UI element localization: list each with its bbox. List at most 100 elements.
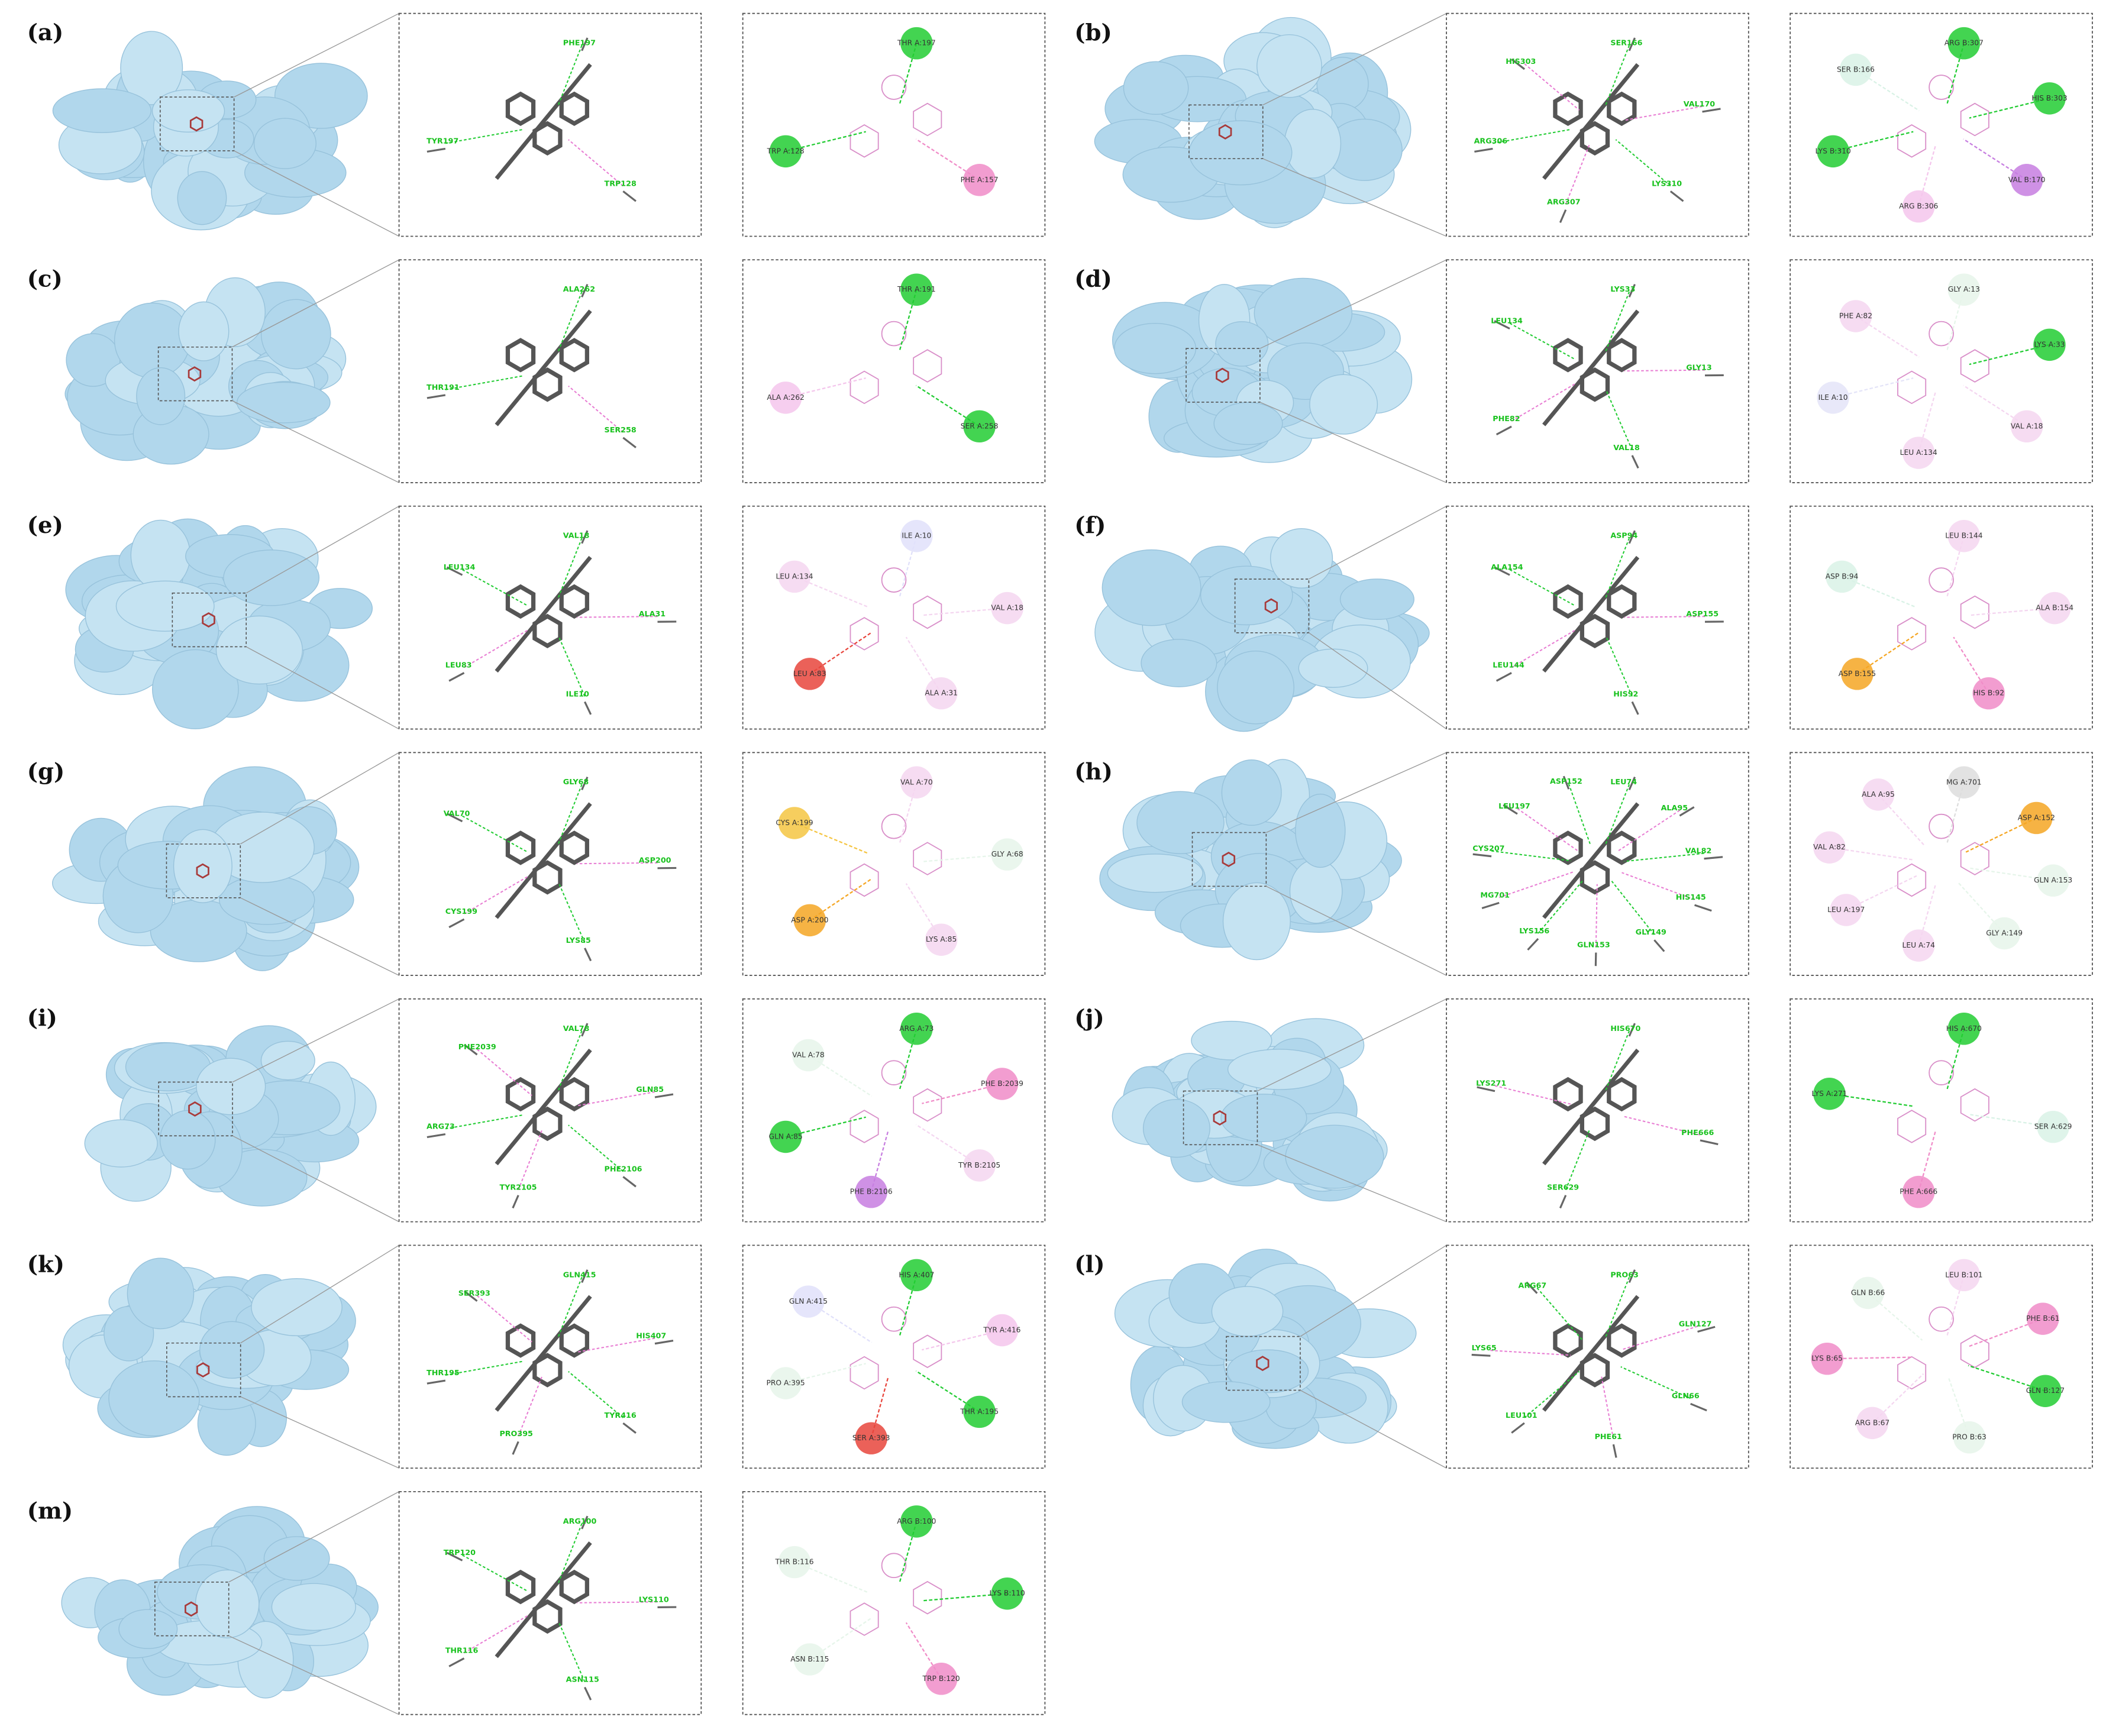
ring bbox=[1256, 1356, 1270, 1372]
residue-disc bbox=[1947, 27, 1981, 60]
ring bbox=[913, 1088, 942, 1122]
interaction bbox=[464, 629, 529, 668]
interaction bbox=[518, 1375, 543, 1437]
interaction bbox=[1624, 369, 1706, 372]
residue-label-2d: VAL A:82 bbox=[1813, 843, 1846, 851]
surface-lobe bbox=[118, 1609, 178, 1649]
residue-label-2d: GLN B:66 bbox=[1851, 1288, 1885, 1297]
surface-lobe bbox=[1227, 1049, 1332, 1090]
residue-label-2d: LYS B:65 bbox=[1811, 1354, 1842, 1363]
connector bbox=[1309, 506, 1447, 580]
residue-disc bbox=[778, 560, 811, 593]
ring bbox=[505, 1569, 536, 1605]
residue-label-3d: GLN127 bbox=[1679, 1319, 1712, 1328]
ring bbox=[1960, 349, 1989, 383]
residue-label-3d: THR191 bbox=[427, 383, 460, 392]
interaction bbox=[445, 128, 524, 144]
ring bbox=[1218, 124, 1232, 140]
residue-disc bbox=[925, 923, 958, 956]
surface-lobe bbox=[215, 615, 303, 685]
ring bbox=[849, 1110, 879, 1143]
panel-label: (k) bbox=[27, 1252, 64, 1278]
interaction bbox=[1493, 128, 1572, 144]
residue-label-3d: VAL70 bbox=[444, 809, 470, 818]
interaction bbox=[557, 1030, 583, 1092]
residue-label-3d: ALA31 bbox=[639, 609, 666, 618]
residue-stick bbox=[1559, 1195, 1567, 1209]
pocket-box bbox=[1234, 578, 1310, 633]
panel: (i) VAL78 GLN85 PHE2106 TYR2105 ARG73 PHE2039 A… bbox=[27, 998, 1046, 1223]
interaction bbox=[1524, 1370, 1580, 1418]
surface-lobe bbox=[223, 549, 320, 606]
residue-label-3d: LEU144 bbox=[1493, 660, 1524, 669]
ring bbox=[188, 366, 202, 382]
bond bbox=[1542, 1295, 1640, 1412]
residue-stick bbox=[1628, 1269, 1636, 1284]
interaction bbox=[557, 1276, 583, 1338]
residue-stick bbox=[1562, 775, 1570, 790]
residue-stick bbox=[1628, 283, 1636, 298]
lactone bbox=[881, 1553, 907, 1579]
residue-label-3d: VAL170 bbox=[1684, 99, 1716, 108]
ring bbox=[1553, 830, 1583, 865]
connector bbox=[240, 752, 399, 845]
residue-label-3d: ARG306 bbox=[1474, 136, 1508, 145]
surface-lobe bbox=[1200, 565, 1293, 626]
residue-label-3d: HIS670 bbox=[1610, 1024, 1640, 1033]
residue-label-2d: THR A:197 bbox=[897, 39, 936, 47]
residue-disc bbox=[1902, 929, 1935, 962]
residue-disc bbox=[2010, 164, 2043, 196]
ring bbox=[505, 584, 536, 619]
surface-lobe bbox=[114, 302, 190, 379]
ring bbox=[913, 102, 942, 137]
residue-label-2d: PHE B:2106 bbox=[850, 1188, 893, 1196]
residue-label-2d: ILE A:10 bbox=[902, 532, 931, 540]
residue-disc bbox=[963, 1395, 996, 1428]
residue-label-3d: LYS85 bbox=[566, 936, 591, 945]
interaction bbox=[1615, 139, 1671, 187]
residue-disc bbox=[1826, 560, 1858, 593]
pocket-box bbox=[1226, 1336, 1301, 1391]
interaction bbox=[1604, 1276, 1630, 1338]
protein-surface bbox=[1112, 1018, 1388, 1202]
residue-label-3d: VAL82 bbox=[1685, 846, 1712, 855]
residue-label-2d: LEU A:134 bbox=[1900, 448, 1937, 457]
panel-label: (i) bbox=[27, 1005, 57, 1032]
interaction bbox=[568, 1124, 624, 1172]
residue-label-2d: PHE B:2039 bbox=[981, 1079, 1023, 1088]
surface-lobe bbox=[1221, 759, 1282, 826]
residue-label-2d: GLN A:415 bbox=[789, 1297, 828, 1305]
residue-disc bbox=[1902, 1175, 1935, 1208]
residue-label-3d: TYR416 bbox=[605, 1411, 637, 1420]
residue-stick bbox=[1481, 901, 1500, 910]
surface-lobe bbox=[151, 649, 239, 729]
residue-label-3d: LYS65 bbox=[1472, 1343, 1497, 1352]
interaction bbox=[576, 1337, 655, 1353]
ring bbox=[1960, 1334, 1989, 1368]
panel: (b) SER166 VAL170 LYS310 ARG307 ARG306 HIS303 A… bbox=[1074, 12, 2093, 237]
interaction bbox=[1565, 144, 1590, 205]
panel: (f) ASP94 ASP155 HIS92 LEU144 ALA154 LEU B:144… bbox=[1074, 505, 2093, 732]
pocket-box bbox=[166, 1342, 241, 1398]
residue-disc bbox=[793, 1643, 826, 1676]
interaction bbox=[1595, 884, 1598, 948]
surface-lobe bbox=[120, 31, 183, 105]
panel: (h) LEU74 ALA95 VAL82 HIS145 GLY149 GLN153 LYS1… bbox=[1074, 752, 2093, 977]
panel: (j) HIS670 PHE666 SER629 LYS271 HIS A:670 SER … bbox=[1074, 998, 2093, 1223]
residue-label-2d: LEU A:83 bbox=[793, 670, 826, 678]
interaction bbox=[1491, 850, 1571, 862]
protein-surface bbox=[1099, 759, 1402, 961]
surface-lobe bbox=[127, 1257, 195, 1330]
residue-label-3d: GLY68 bbox=[563, 777, 589, 786]
protein-surface bbox=[1114, 1249, 1417, 1449]
ring bbox=[849, 370, 879, 405]
residue-disc bbox=[900, 1505, 933, 1538]
residue-label-3d: ARG67 bbox=[1518, 1281, 1546, 1289]
surface-lobe bbox=[1114, 323, 1197, 374]
residue-label-2d: VAL A:70 bbox=[900, 778, 933, 786]
residue-stick bbox=[448, 1657, 465, 1667]
residue-disc bbox=[1817, 382, 1849, 414]
residue-stick bbox=[1631, 701, 1639, 715]
pocket-box bbox=[1183, 1090, 1258, 1146]
residue-disc bbox=[2029, 1375, 2062, 1407]
